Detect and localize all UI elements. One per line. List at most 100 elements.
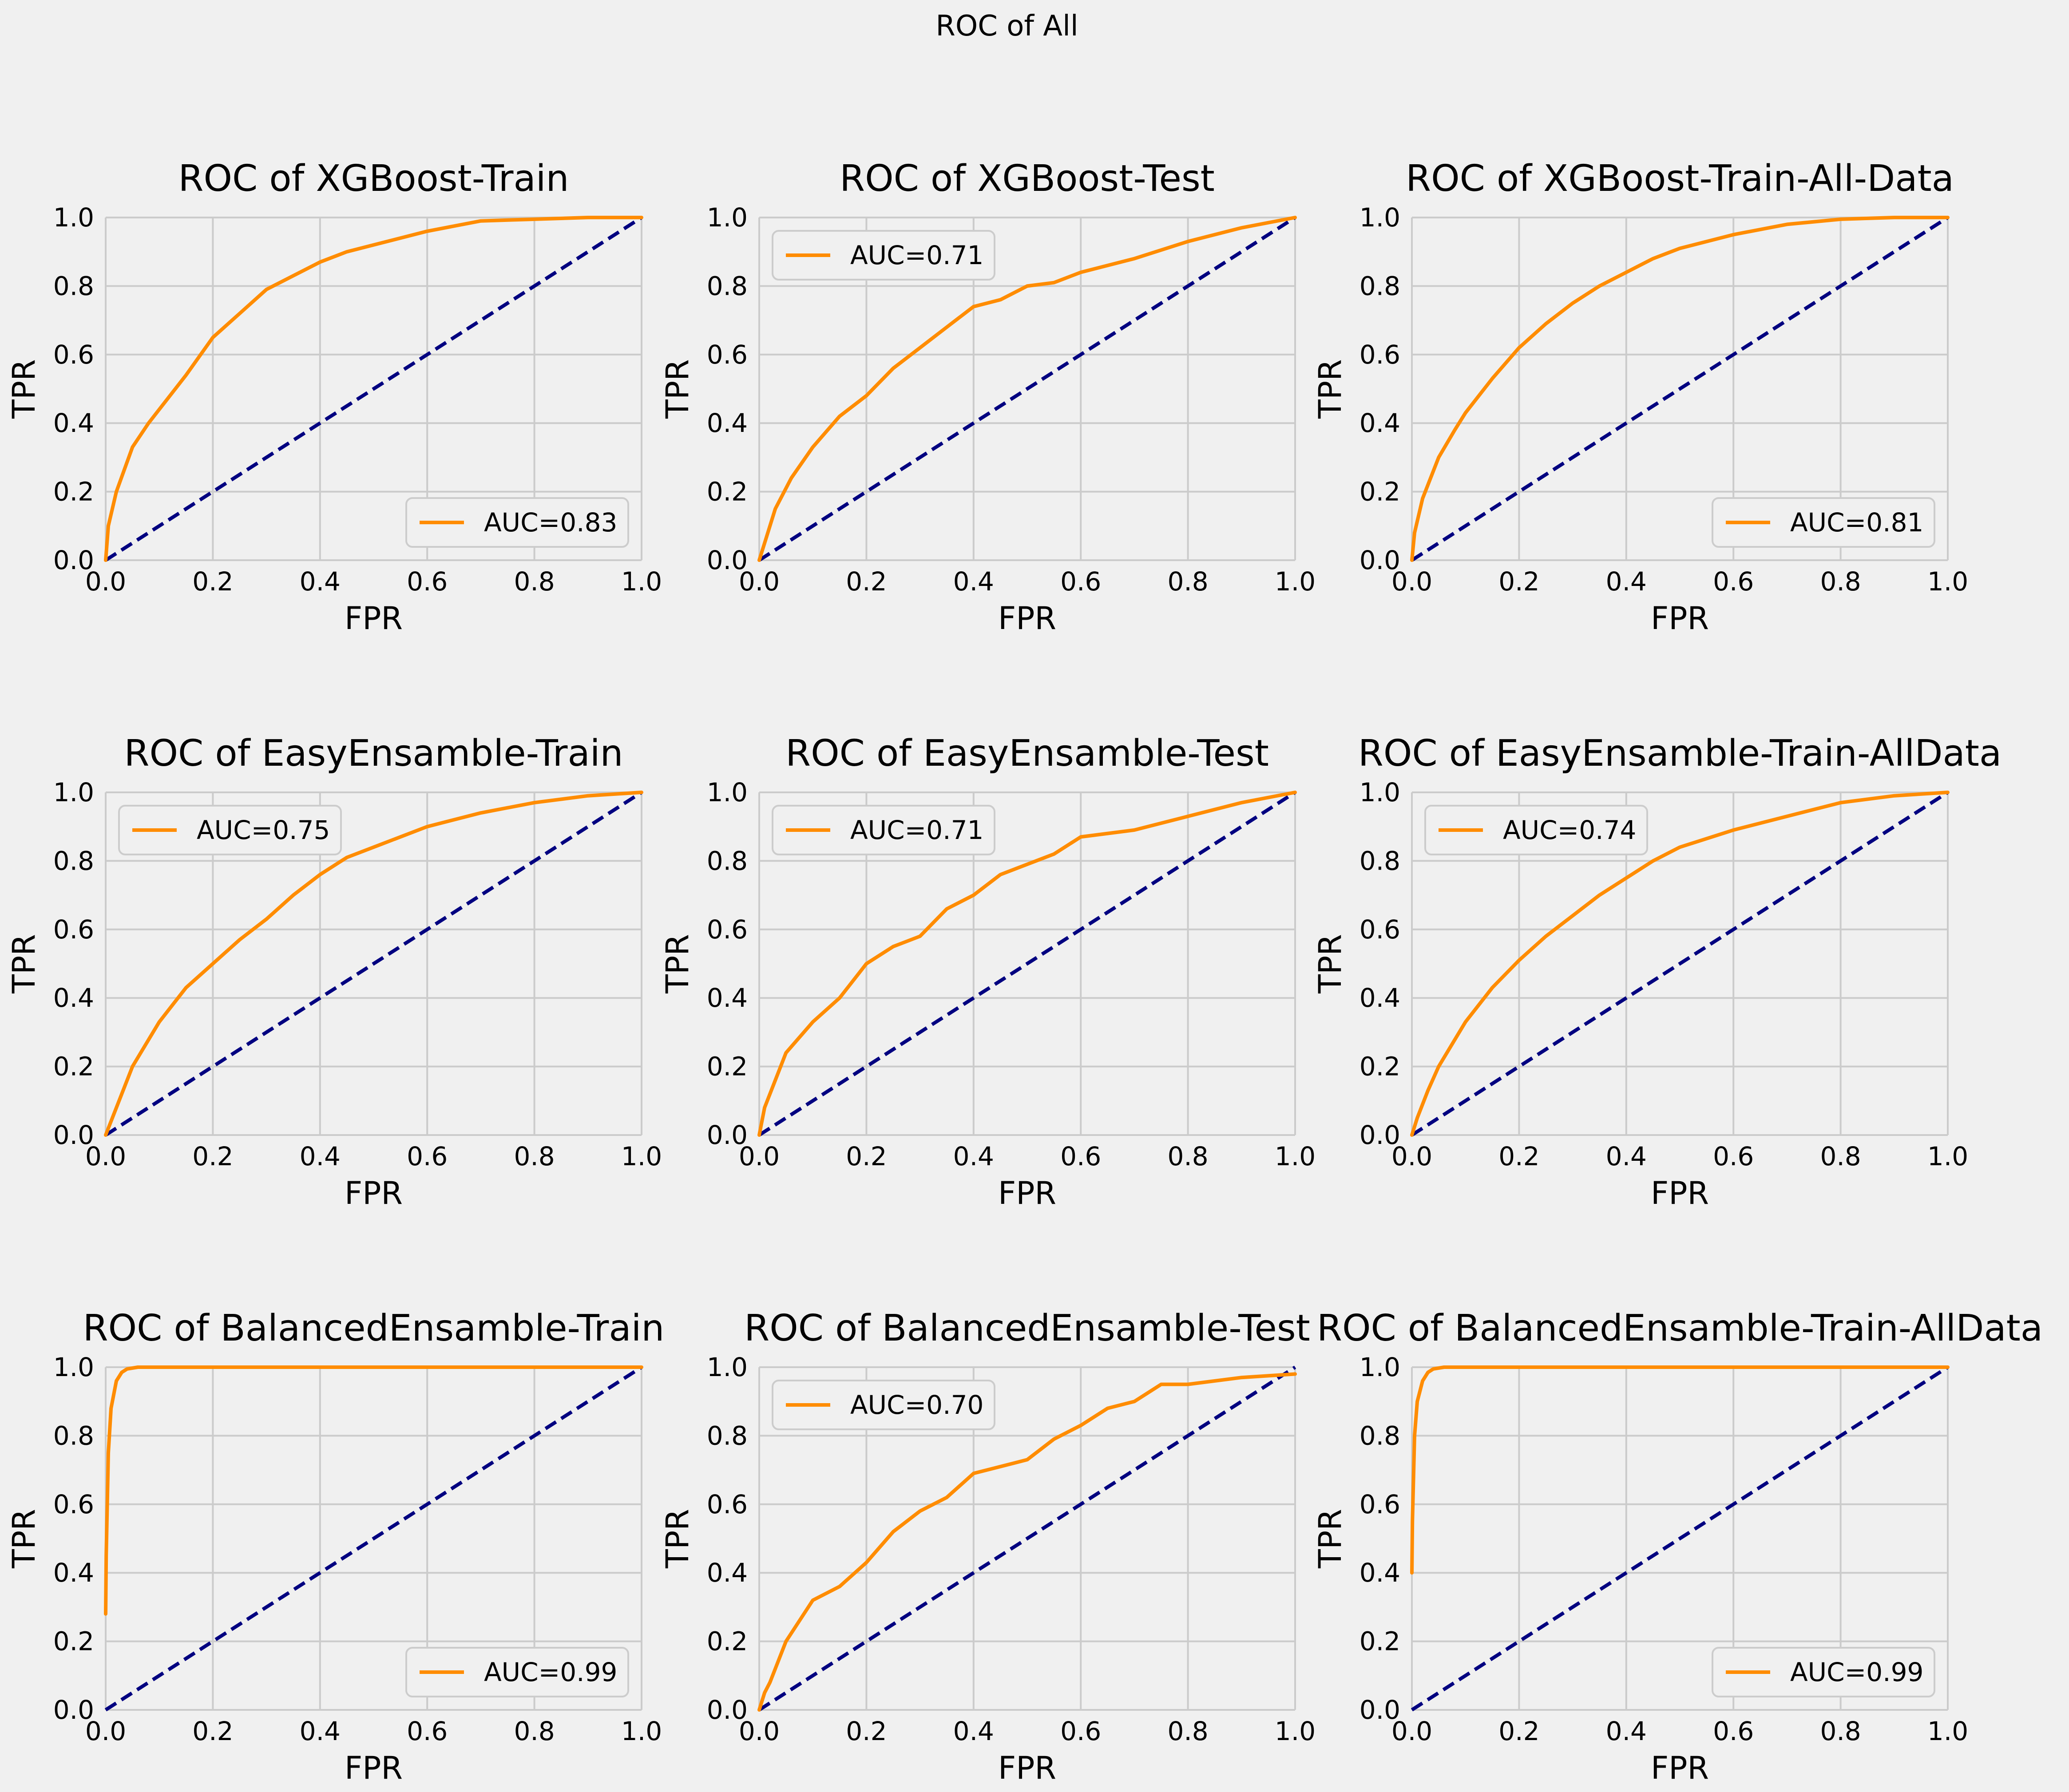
legend-box xyxy=(1712,497,1935,548)
x-tick-label: 0.4 xyxy=(953,566,994,597)
x-tick-label: 0.0 xyxy=(1391,566,1432,597)
x-tick-label: 0.2 xyxy=(1498,1141,1539,1171)
roc-panel-9: ROC of BalancedEnsamble-Train-AllData 0.0… xyxy=(1312,1307,2043,1786)
y-tick-label: 0.4 xyxy=(1360,408,1400,438)
x-tick-label: 1.0 xyxy=(1275,1141,1316,1171)
chance-diagonal-line xyxy=(758,1365,1296,1712)
chance-diagonal-line xyxy=(1411,216,1949,562)
y-axis-label: TPR xyxy=(659,934,696,994)
chance-diagonal-line xyxy=(104,791,643,1137)
legend: AUC=0.99 xyxy=(1712,1647,1935,1697)
x-tick-label: 0.4 xyxy=(953,1716,994,1746)
legend-box xyxy=(1712,1647,1935,1697)
y-tick-label: 0.8 xyxy=(707,1420,748,1451)
y-axis-label: TPR xyxy=(6,934,42,994)
y-tick-label: 0.0 xyxy=(53,1120,94,1150)
chance-diagonal-line xyxy=(1411,791,1949,1137)
legend-label: AUC=0.71 xyxy=(850,240,983,270)
x-tick-label: 0.6 xyxy=(1060,566,1101,597)
legend-box xyxy=(1424,805,1648,855)
roc-panel-1: ROC of XGBoost-Train 0.0 0.2 0.4 0.6 0.8 1.0 0.… xyxy=(6,158,662,637)
x-axis-label: FPR xyxy=(998,600,1056,637)
x-tick-label: 0.4 xyxy=(1606,1716,1647,1746)
x-tick-label: 1.0 xyxy=(621,1141,662,1171)
legend: AUC=0.71 xyxy=(772,805,995,855)
y-axis-label: TPR xyxy=(6,359,42,419)
y-tick-label: 0.6 xyxy=(1360,914,1400,945)
y-tick-label: 0.2 xyxy=(707,477,748,507)
x-tick-label: 0.2 xyxy=(1498,566,1539,597)
y-tick-label: 0.2 xyxy=(53,477,94,507)
roc-panel-3: ROC of XGBoost-Train-All-Data 0.0 0.2 0.4 0.… xyxy=(1312,158,1968,637)
x-tick-label: 1.0 xyxy=(621,1716,662,1746)
y-tick-label: 0.6 xyxy=(1360,340,1400,370)
roc-curve-line xyxy=(104,1365,643,1616)
legend: AUC=0.81 xyxy=(1712,497,1935,548)
x-axis-label: FPR xyxy=(345,600,403,637)
x-tick-label: 0.6 xyxy=(1713,1716,1754,1746)
legend-label: AUC=0.81 xyxy=(1790,507,1923,538)
x-tick-label: 0.8 xyxy=(1167,1141,1208,1171)
x-tick-label: 0.2 xyxy=(846,566,887,597)
panel-title: ROC of EasyEnsamble-Test xyxy=(785,732,1269,775)
x-tick-label: 1.0 xyxy=(1275,566,1316,597)
x-tick-label: 1.0 xyxy=(1927,566,1968,597)
y-tick-label: 0.4 xyxy=(1360,983,1400,1013)
y-tick-label: 0.8 xyxy=(1360,1420,1400,1451)
y-axis-label: TPR xyxy=(1312,359,1348,419)
legend-label: AUC=0.75 xyxy=(197,815,330,845)
x-axis-label: FPR xyxy=(998,1750,1056,1786)
roc-panel-7: ROC of BalancedEnsamble-Train 0.0 0.2 0.4 0.… xyxy=(6,1307,664,1786)
y-tick-label: 0.0 xyxy=(707,1120,748,1150)
y-tick-label: 0.0 xyxy=(53,1695,94,1725)
x-tick-label: 0.6 xyxy=(407,566,448,597)
legend-label: AUC=0.83 xyxy=(484,507,617,538)
legend: AUC=0.99 xyxy=(405,1647,629,1697)
legend-box xyxy=(772,230,995,281)
y-tick-label: 0.6 xyxy=(53,1489,94,1519)
y-tick-label: 0.6 xyxy=(707,340,748,370)
x-tick-label: 0.6 xyxy=(1060,1141,1101,1171)
y-tick-label: 0.6 xyxy=(707,914,748,945)
y-tick-label: 1.0 xyxy=(53,1352,94,1382)
legend-box xyxy=(405,497,629,548)
x-tick-label: 0.0 xyxy=(739,1141,780,1171)
x-tick-label: 0.8 xyxy=(1820,1716,1861,1746)
legend-box xyxy=(772,805,995,855)
roc-curve-line xyxy=(104,216,643,562)
x-tick-label: 0.4 xyxy=(300,1141,341,1171)
x-tick-label: 0.2 xyxy=(1498,1716,1539,1746)
y-tick-label: 0.6 xyxy=(53,914,94,945)
y-tick-label: 0.4 xyxy=(53,1558,94,1588)
chance-diagonal-line xyxy=(104,1365,643,1712)
y-tick-label: 0.6 xyxy=(53,340,94,370)
x-tick-label: 0.4 xyxy=(300,1716,341,1746)
y-tick-label: 0.2 xyxy=(707,1052,748,1082)
x-tick-label: 0.2 xyxy=(846,1141,887,1171)
legend-box xyxy=(772,1380,995,1430)
legend: AUC=0.75 xyxy=(118,805,342,855)
y-tick-label: 1.0 xyxy=(1360,202,1400,233)
y-tick-label: 1.0 xyxy=(53,202,94,233)
y-tick-label: 0.4 xyxy=(53,408,94,438)
x-tick-label: 0.0 xyxy=(739,1716,780,1746)
x-axis-label: FPR xyxy=(345,1175,403,1211)
y-tick-label: 0.0 xyxy=(53,545,94,575)
x-tick-label: 0.8 xyxy=(1167,566,1208,597)
y-tick-label: 0.4 xyxy=(1360,1558,1400,1588)
chance-diagonal-line xyxy=(104,216,643,562)
y-tick-label: 0.8 xyxy=(53,846,94,876)
x-tick-label: 0.8 xyxy=(1820,1141,1861,1171)
y-axis-label: TPR xyxy=(1312,1509,1348,1569)
y-tick-label: 0.0 xyxy=(1360,545,1400,575)
y-tick-label: 0.0 xyxy=(707,545,748,575)
x-tick-label: 1.0 xyxy=(1927,1716,1968,1746)
y-tick-label: 0.6 xyxy=(707,1489,748,1519)
roc-panel-4: ROC of EasyEnsamble-Train 0.0 0.2 0.4 0.6 0.8… xyxy=(6,732,662,1211)
x-tick-label: 0.8 xyxy=(514,1141,555,1171)
x-axis-label: FPR xyxy=(1651,1175,1709,1211)
x-tick-label: 0.8 xyxy=(1167,1716,1208,1746)
x-tick-label: 0.2 xyxy=(192,1716,233,1746)
y-tick-label: 0.0 xyxy=(1360,1120,1400,1150)
